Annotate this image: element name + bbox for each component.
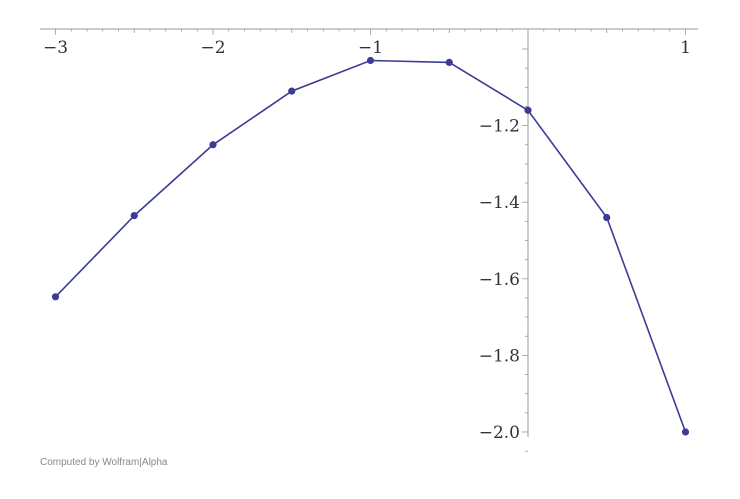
y-tick-label: −1.6: [479, 270, 520, 290]
y-tick-label: −1.8: [479, 346, 520, 366]
series: [51, 56, 690, 436]
data-point: [209, 141, 217, 149]
y-tick-label: −1.2: [479, 117, 520, 137]
data-point: [445, 58, 453, 67]
y-tick-label: −2.0: [479, 423, 520, 443]
x-tick-label: −1: [358, 38, 383, 58]
data-point: [524, 106, 532, 114]
data-point: [51, 293, 60, 301]
data-point: [681, 428, 690, 436]
axes: [39, 28, 698, 437]
data-point: [366, 56, 375, 65]
x-tick-label: 1: [680, 38, 691, 58]
tick-labels: −3 −2 −1 1 −1.2 −1.4 −1.6 −1.8 −2.0: [43, 38, 691, 443]
x-tick-label: −2: [200, 38, 225, 58]
data-point: [603, 213, 611, 222]
axis-ticks: [55, 29, 686, 452]
y-tick-label: −1.4: [479, 193, 520, 213]
data-point: [130, 212, 138, 220]
credit-text: Computed by Wolfram|Alpha: [40, 457, 168, 468]
x-tick-label: −3: [43, 38, 68, 58]
data-point: [288, 87, 296, 95]
series-line: [54, 59, 687, 433]
